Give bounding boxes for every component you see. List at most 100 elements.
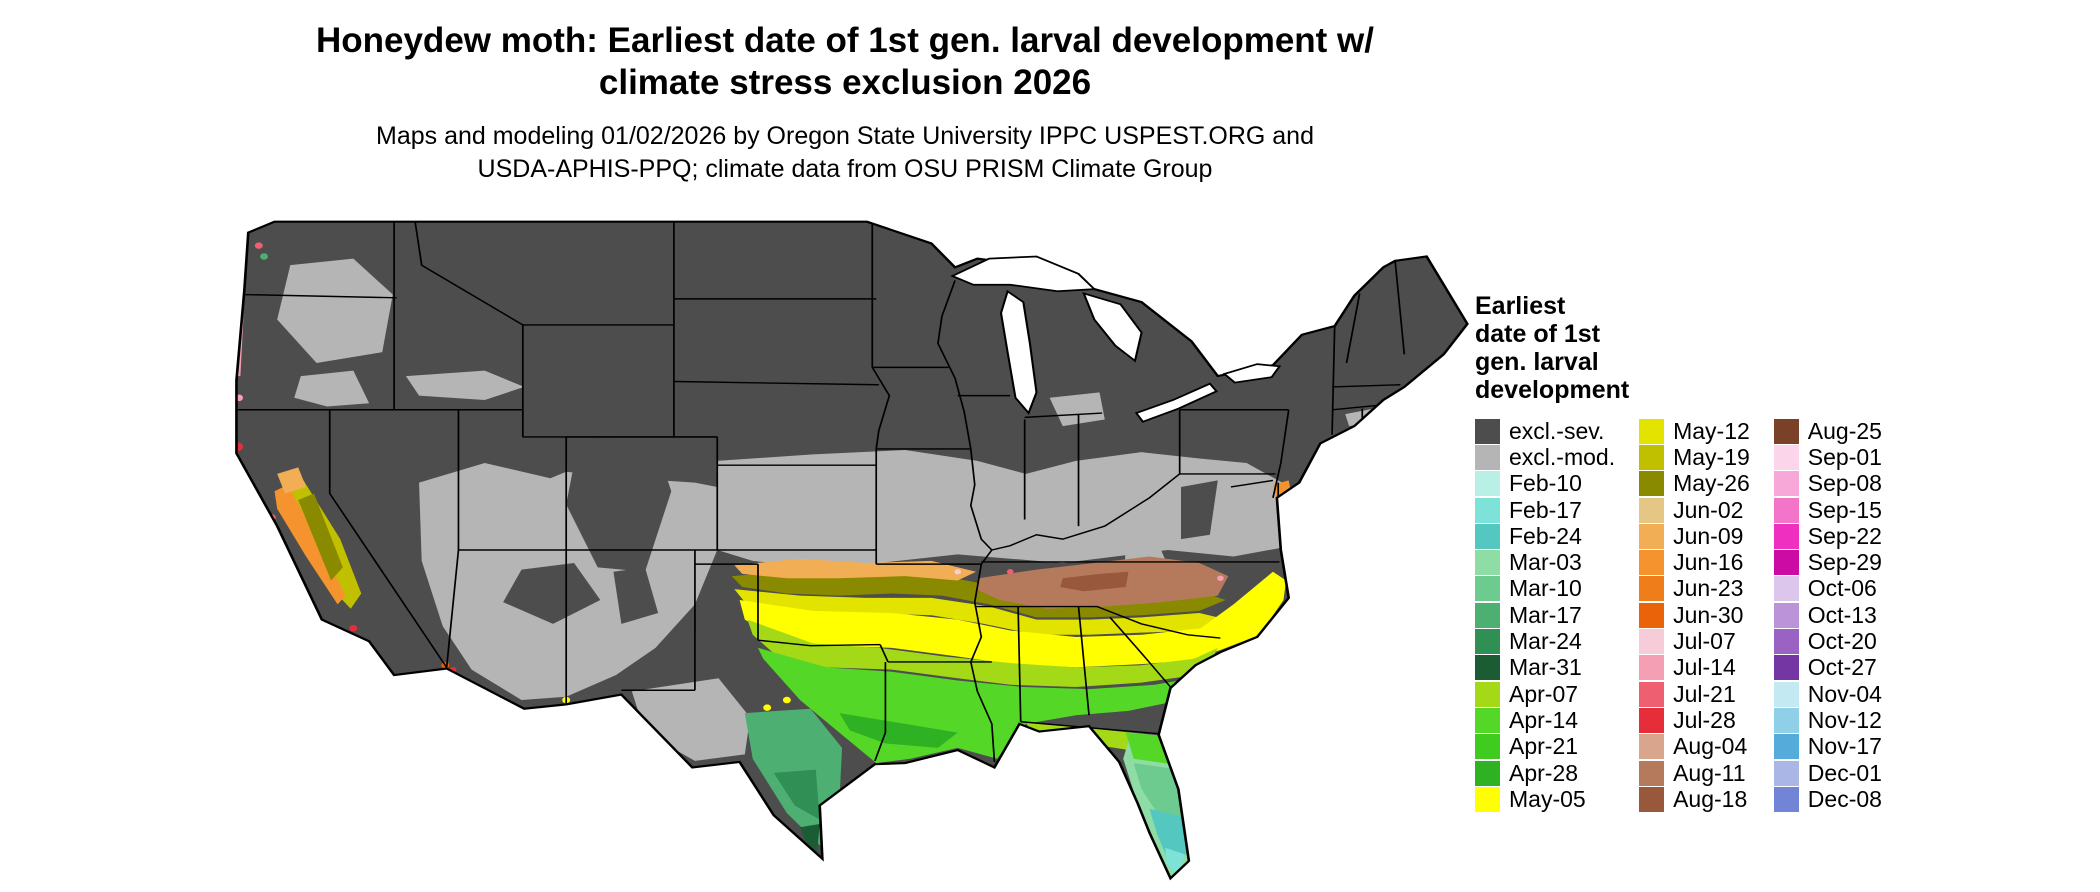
legend-swatch (1475, 734, 1500, 760)
us-map-image (222, 213, 1470, 887)
legend-swatch (1773, 444, 1799, 470)
legend-swatch (1773, 471, 1799, 497)
legend-label: Mar-31 (1509, 654, 1582, 681)
legend-column: May-12 May-19 May-26 Jun-02 Jun-09 Jun-16 Jun-… (1639, 418, 1750, 812)
legend-label: Jun-02 (1673, 496, 1744, 523)
legend-label: Jul-21 (1673, 680, 1736, 707)
legend-item: Feb-24 (1475, 523, 1615, 549)
legend-swatch (1639, 734, 1665, 760)
legend-label: May-26 (1673, 470, 1750, 497)
legend-label: Nov-04 (1807, 680, 1882, 707)
legend-swatch (1475, 629, 1500, 655)
legend-item: Dec-08 (1773, 785, 1882, 812)
legend-swatch (1475, 471, 1500, 497)
legend-label: Oct-27 (1807, 654, 1877, 681)
legend-swatch (1773, 523, 1799, 549)
legend-item: Oct-13 (1773, 601, 1882, 628)
legend-item: Oct-27 (1773, 654, 1882, 681)
legend-item: May-26 (1639, 470, 1750, 497)
legend-swatch (1475, 576, 1500, 602)
legend-label: excl.-mod. (1509, 443, 1616, 470)
legend-item: Jul-28 (1639, 707, 1750, 733)
legend-swatch (1773, 681, 1799, 707)
legend-label: Jun-09 (1673, 522, 1744, 549)
legend-label: Oct-13 (1807, 601, 1877, 628)
legend-item: Jun-30 (1639, 602, 1750, 628)
legend-swatch (1639, 444, 1665, 470)
legend-label: Oct-06 (1807, 575, 1877, 602)
legend-label: May-12 (1673, 417, 1750, 444)
legend-item: May-05 (1475, 786, 1615, 812)
legend-item: Aug-11 (1639, 760, 1750, 786)
legend-label: Nov-17 (1807, 733, 1882, 760)
legend-label: Mar-10 (1509, 575, 1582, 602)
legend-label: Feb-24 (1509, 522, 1582, 549)
legend-label: Apr-07 (1509, 680, 1579, 707)
legend-swatch (1639, 602, 1665, 628)
legend-swatch (1639, 497, 1665, 523)
legend-label: Sep-29 (1807, 549, 1882, 576)
page-title: Honeydew moth: Earliest date of 1st gen.… (170, 20, 1520, 104)
legend-label: excl.-sev. (1509, 417, 1605, 444)
legend-item: excl.-mod. (1475, 444, 1615, 470)
page-subtitle: Maps and modeling 01/02/2026 by Oregon S… (170, 120, 1520, 186)
legend-swatch (1639, 655, 1665, 681)
legend-swatch (1773, 550, 1799, 576)
legend-item: Jun-23 (1639, 575, 1750, 602)
legend-swatch (1475, 707, 1500, 733)
legend-label: Oct-20 (1807, 628, 1877, 655)
legend-swatch (1773, 576, 1799, 602)
legend-item: Nov-04 (1773, 680, 1882, 707)
legend-swatch (1639, 681, 1665, 707)
legend-title-line: date of 1st (1475, 320, 1601, 348)
legend-swatch (1639, 471, 1665, 497)
legend-label: May-05 (1509, 785, 1586, 812)
legend-label: Dec-08 (1807, 785, 1882, 812)
legend-item: Jul-14 (1639, 654, 1750, 681)
legend-swatch (1639, 418, 1665, 444)
legend-columns: excl.-sev. excl.-mod. Feb-10 Feb-17 Feb-24 Ma… (1475, 418, 1945, 812)
page-header: Honeydew moth: Earliest date of 1st gen.… (170, 20, 1520, 186)
map-legend: Earliest date of 1st gen. larval develop… (1475, 292, 1945, 812)
lake-superior (950, 255, 1097, 293)
legend-item: Feb-10 (1475, 470, 1615, 497)
legend-swatch (1773, 497, 1799, 523)
legend-item: Nov-17 (1773, 733, 1882, 760)
legend-column: excl.-sev. excl.-mod. Feb-10 Feb-17 Feb-24 Ma… (1475, 418, 1615, 812)
legend-label: Mar-17 (1509, 601, 1582, 628)
legend-item: May-19 (1639, 444, 1750, 470)
legend-item: Sep-08 (1773, 470, 1882, 497)
legend-swatch (1475, 497, 1500, 523)
legend-swatch (1475, 786, 1500, 812)
legend-swatch (1773, 418, 1799, 444)
legend-swatch (1475, 655, 1500, 681)
lake-michigan (999, 289, 1038, 415)
legend-item: Dec-01 (1773, 760, 1882, 786)
legend-item: Apr-21 (1475, 733, 1615, 760)
legend-item: Nov-12 (1773, 707, 1882, 733)
legend-item: Apr-14 (1475, 707, 1615, 733)
legend-label: Sep-22 (1807, 522, 1882, 549)
legend-item: Apr-07 (1475, 681, 1615, 707)
legend-swatch (1475, 602, 1500, 628)
legend-swatch (1475, 760, 1500, 786)
subtitle-line-1: Maps and modeling 01/02/2026 by Oregon S… (376, 122, 1314, 150)
legend-swatch (1639, 760, 1665, 786)
legend-label: May-19 (1673, 443, 1750, 470)
legend-label: Feb-17 (1509, 496, 1582, 523)
title-line-1: Honeydew moth: Earliest date of 1st gen.… (315, 21, 1375, 60)
legend-label: Sep-08 (1807, 470, 1882, 497)
state-borders (236, 221, 1406, 763)
legend-swatch (1773, 629, 1799, 655)
legend-item: Jun-02 (1639, 497, 1750, 523)
legend-item: Mar-03 (1475, 549, 1615, 575)
legend-swatch (1639, 707, 1665, 733)
legend-label: Aug-04 (1673, 733, 1748, 760)
map-region-florida (1025, 721, 1191, 879)
legend-label: Apr-14 (1509, 706, 1579, 733)
legend-swatch (1773, 734, 1799, 760)
legend-swatch (1773, 655, 1799, 681)
legend-swatch (1773, 786, 1799, 812)
legend-item: Oct-06 (1773, 575, 1882, 602)
